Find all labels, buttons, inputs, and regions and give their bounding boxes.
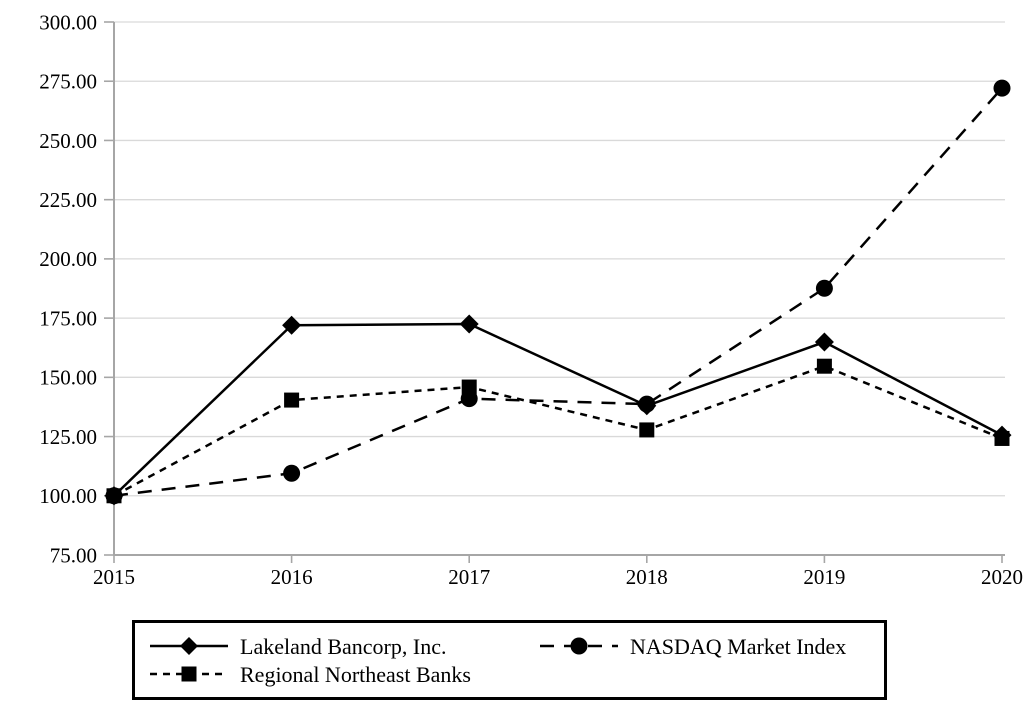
legend-label-regional: Regional Northeast Banks xyxy=(240,661,471,687)
square-data-marker xyxy=(639,422,655,438)
series-line-square xyxy=(113,364,1003,497)
diamond-data-marker xyxy=(282,315,302,335)
legend-label-lakeland: Lakeland Bancorp, Inc. xyxy=(240,633,447,659)
series-line-diamond xyxy=(113,322,1003,497)
y-axis-tick-label: 175.00 xyxy=(39,306,97,330)
square-data-marker xyxy=(461,379,477,395)
y-axis-tick-label: 100.00 xyxy=(39,484,97,508)
y-axis-tick-label: 275.00 xyxy=(39,70,97,94)
x-axis-tick-label: 2015 xyxy=(93,565,135,589)
diamond-data-marker xyxy=(459,314,479,334)
legend-entry-regional: Regional Northeast Banks xyxy=(148,661,538,688)
series-line-circle xyxy=(113,87,1003,498)
square-data-marker xyxy=(816,358,832,374)
square-data-marker xyxy=(106,488,122,504)
x-axis-tick-label: 2016 xyxy=(271,565,313,589)
short-dash-line-square-marker-icon xyxy=(150,666,228,682)
legend: Lakeland Bancorp, Inc. NASDAQ Market Ind… xyxy=(132,620,887,700)
y-axis-tick-label: 300.00 xyxy=(39,10,97,34)
x-axis-tick-label: 2017 xyxy=(448,565,490,589)
legend-label-nasdaq: NASDAQ Market Index xyxy=(630,633,847,659)
diamond-data-marker xyxy=(814,332,834,352)
circle-data-marker xyxy=(638,395,656,413)
legend-entry-nasdaq: NASDAQ Market Index xyxy=(538,633,884,660)
x-axis-tick-label: 2020 xyxy=(981,565,1023,589)
long-dash-line-circle-marker-icon xyxy=(540,637,618,655)
y-axis-tick-label: 250.00 xyxy=(39,129,97,153)
solid-line-diamond-marker-icon xyxy=(150,637,228,655)
circle-data-marker xyxy=(815,279,833,297)
plot-area: 300.00 275.00 250.00 225.00 200.00 175.00 150.… xyxy=(39,10,1023,589)
y-axis-tick-label: 225.00 xyxy=(39,188,97,212)
square-data-marker xyxy=(994,430,1010,446)
circle-data-marker xyxy=(993,79,1011,97)
y-axis-tick-label: 150.00 xyxy=(39,366,97,390)
square-data-marker xyxy=(284,392,300,408)
x-axis-tick-label: 2019 xyxy=(803,565,845,589)
legend-entry-lakeland: Lakeland Bancorp, Inc. xyxy=(148,633,538,660)
y-axis-tick-label: 200.00 xyxy=(39,247,97,271)
circle-data-marker xyxy=(283,464,301,482)
y-axis-tick-label: 75.00 xyxy=(50,543,97,567)
x-axis-tick-label: 2018 xyxy=(626,565,668,589)
y-axis-tick-label: 125.00 xyxy=(39,425,97,449)
